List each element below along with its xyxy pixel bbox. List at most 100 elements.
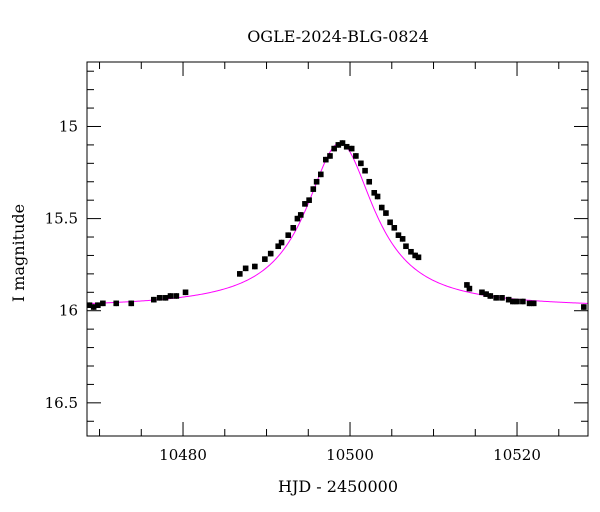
data-point (297, 212, 304, 218)
data-point-marker (499, 295, 505, 301)
data-point (493, 295, 499, 301)
data-point (294, 215, 301, 222)
data-point-marker (526, 300, 533, 307)
y-tick-label: 16 (59, 302, 78, 320)
data-point-marker (297, 212, 304, 218)
data-point (514, 298, 520, 305)
data-point-marker (100, 300, 106, 307)
data-point-marker (395, 232, 402, 238)
data-point-marker (302, 201, 308, 207)
data-point-marker (353, 153, 359, 159)
data-point (399, 236, 406, 242)
data-point (237, 271, 243, 277)
data-point (530, 300, 537, 307)
data-point-marker (113, 300, 120, 307)
data-point (387, 219, 393, 226)
data-point-marker (348, 145, 355, 152)
data-point (242, 265, 249, 272)
data-point (383, 210, 389, 216)
data-point-marker (514, 298, 520, 305)
data-point-marker (318, 171, 324, 178)
data-point-marker (483, 291, 489, 297)
data-point-marker (358, 160, 364, 167)
data-point (378, 204, 385, 211)
model-curve-layer (86, 142, 589, 305)
data-point-marker (530, 300, 537, 307)
data-point (313, 178, 320, 185)
x-tick-label: 10480 (159, 446, 207, 464)
data-point-marker (378, 204, 385, 211)
data-point-marker (415, 254, 422, 261)
data-point (162, 295, 169, 301)
data-point (278, 239, 285, 246)
data-point-marker (95, 302, 101, 308)
data-point-marker (182, 289, 189, 296)
data-point (167, 293, 174, 299)
data-point (348, 145, 355, 152)
data-point-marker (366, 178, 373, 185)
data-point-marker (323, 156, 329, 163)
data-point (335, 142, 342, 148)
data-point (343, 143, 350, 150)
data-point (173, 293, 180, 299)
data-point-marker (275, 243, 282, 250)
data-point (100, 300, 106, 307)
data-point (331, 145, 337, 152)
data-point (483, 291, 489, 297)
data-point-marker (520, 298, 526, 305)
data-point (275, 243, 282, 250)
data-point-marker (173, 293, 180, 299)
data-point (374, 193, 381, 200)
data-point-marker (294, 215, 301, 222)
data-point (487, 293, 494, 299)
data-point-marker (412, 252, 418, 259)
data-point (95, 302, 101, 308)
data-point-marker (262, 256, 268, 262)
data-point-marker (493, 295, 499, 301)
data-point (415, 254, 422, 261)
data-point (581, 304, 587, 310)
data-point-marker (343, 143, 350, 150)
data-point (412, 252, 418, 259)
y-tick-label: 16.5 (45, 394, 78, 412)
data-point (90, 304, 97, 310)
y-tick-label: 15 (59, 117, 78, 135)
data-point (290, 225, 297, 231)
data-point (285, 232, 292, 238)
x-axis-label: HJD - 2450000 (278, 477, 398, 496)
data-point-marker (479, 289, 485, 296)
model-curve (86, 142, 589, 305)
data-point-marker (86, 302, 93, 308)
data-point-marker (310, 186, 317, 192)
data-point-marker (313, 178, 320, 185)
data-point (391, 225, 398, 231)
data-point-marker (339, 140, 346, 146)
data-point (505, 296, 512, 303)
data-point (182, 289, 189, 296)
data-point-marker (487, 293, 494, 299)
chart-title: OGLE-2024-BLG-0824 (247, 27, 429, 46)
data-point (151, 296, 157, 303)
data-point-marker (581, 304, 587, 310)
data-point (339, 140, 346, 146)
data-point-marker (242, 265, 249, 272)
data-point (310, 186, 317, 192)
data-point (395, 232, 402, 238)
data-point-marker (156, 295, 163, 301)
data-point (323, 156, 329, 163)
data-point (408, 248, 414, 255)
data-point (358, 160, 364, 167)
data-point (520, 298, 526, 305)
y-axis-label: I magnitude (9, 204, 28, 302)
data-point-marker (327, 153, 333, 159)
data-point-marker (335, 142, 342, 148)
data-point-marker (237, 271, 243, 277)
data-point (366, 178, 373, 185)
data-point-marker (278, 239, 285, 246)
data-point-marker (267, 250, 274, 257)
data-point-marker (399, 236, 406, 242)
data-point-marker (290, 225, 297, 231)
data-point-marker (285, 232, 292, 238)
data-point (302, 201, 308, 207)
data-point (353, 153, 359, 159)
